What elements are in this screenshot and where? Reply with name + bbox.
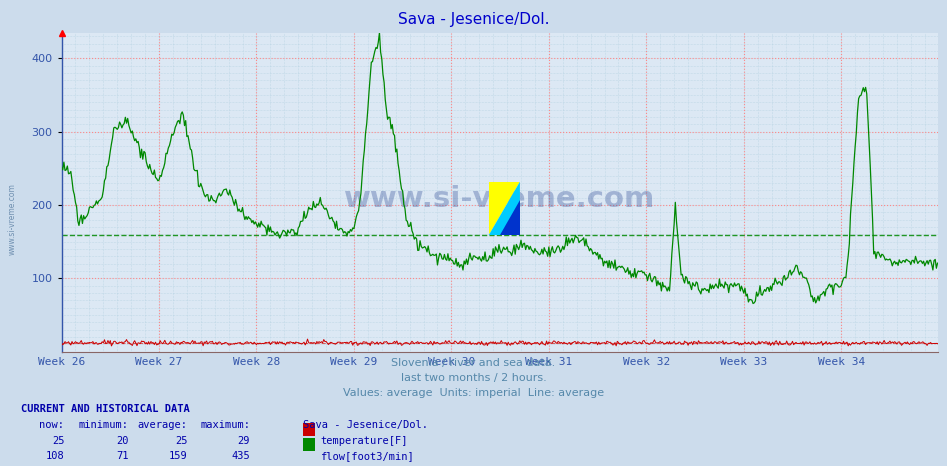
Polygon shape [489, 182, 520, 235]
Text: 108: 108 [45, 451, 64, 460]
Text: www.si-vreme.com: www.si-vreme.com [344, 185, 655, 212]
Text: Sava - Jesenice/Dol.: Sava - Jesenice/Dol. [398, 12, 549, 27]
Text: Slovenia / river and sea data.: Slovenia / river and sea data. [391, 358, 556, 368]
Text: now:: now: [40, 420, 64, 430]
Text: last two months / 2 hours.: last two months / 2 hours. [401, 373, 546, 383]
Polygon shape [500, 200, 520, 235]
Text: 20: 20 [116, 436, 129, 445]
Polygon shape [489, 182, 520, 235]
Text: 25: 25 [175, 436, 188, 445]
Text: Values: average  Units: imperial  Line: average: Values: average Units: imperial Line: av… [343, 388, 604, 397]
Text: 71: 71 [116, 451, 129, 460]
Text: 29: 29 [238, 436, 250, 445]
Text: maximum:: maximum: [200, 420, 250, 430]
Text: temperature[F]: temperature[F] [320, 436, 407, 445]
Text: flow[foot3/min]: flow[foot3/min] [320, 451, 414, 460]
Text: 25: 25 [52, 436, 64, 445]
Text: CURRENT AND HISTORICAL DATA: CURRENT AND HISTORICAL DATA [21, 404, 189, 414]
Text: minimum:: minimum: [79, 420, 129, 430]
Text: average:: average: [137, 420, 188, 430]
Text: Sava - Jesenice/Dol.: Sava - Jesenice/Dol. [303, 420, 428, 430]
Text: www.si-vreme.com: www.si-vreme.com [8, 183, 17, 255]
Text: 435: 435 [231, 451, 250, 460]
Text: 159: 159 [169, 451, 188, 460]
